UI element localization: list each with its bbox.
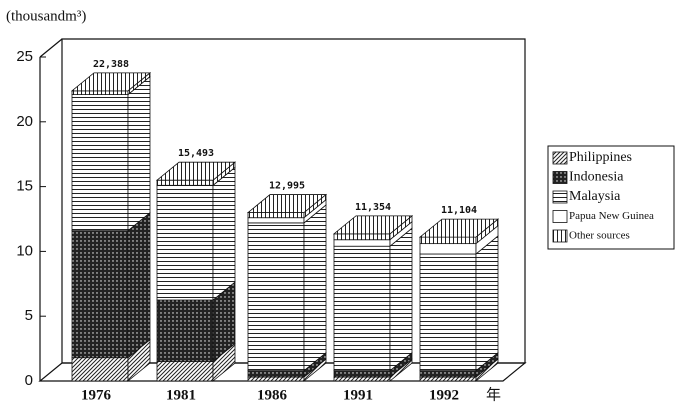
- bar-top: [332, 215, 414, 235]
- bar-segment: [156, 342, 236, 382]
- bar-segment: [333, 227, 413, 372]
- x-tick-label: 1981: [166, 387, 196, 403]
- y-tick-label: 20: [16, 113, 33, 130]
- legend-swatch: [552, 151, 568, 165]
- bar-segment: [71, 75, 151, 232]
- bar-segment: [333, 358, 413, 382]
- x-unit: 年: [486, 386, 501, 403]
- bar-top: [70, 72, 152, 92]
- legend: [547, 145, 675, 250]
- x-tick-label: 1986: [257, 387, 288, 403]
- legend-label: Other sources: [569, 230, 630, 242]
- x-tick-label: 1992: [429, 387, 459, 403]
- bar-top: [418, 218, 500, 238]
- legend-label: Philippines: [569, 150, 632, 165]
- legend-label: Malaysia: [569, 189, 621, 204]
- bar-segment: [156, 281, 236, 363]
- x-tick-label: 1976: [81, 387, 112, 403]
- legend-swatch: [552, 171, 568, 184]
- legend-label: Indonesia: [569, 170, 624, 185]
- bar-segment: [71, 338, 151, 382]
- legend-swatch: [552, 210, 568, 223]
- y-axis-label: (thousandm³): [6, 8, 86, 24]
- total-label: 22,388: [93, 59, 129, 70]
- bar-top: [246, 194, 328, 213]
- x-tick-label: 1991: [343, 387, 373, 403]
- y-tick-label: 25: [16, 48, 33, 65]
- bar-segment: [419, 235, 499, 372]
- total-label: 12,995: [269, 181, 305, 192]
- bar-segment: [247, 204, 327, 372]
- total-label: 11,354: [355, 202, 391, 213]
- legend-label: Papua New Guinea: [569, 210, 654, 222]
- total-label: 11,104: [441, 205, 477, 216]
- bar-segment: [71, 211, 151, 359]
- y-tick-label: 10: [16, 242, 33, 259]
- y-tick-label: 0: [25, 372, 33, 389]
- y-tick-label: 5: [25, 307, 33, 324]
- bar-segment: [156, 166, 236, 301]
- legend-swatch: [552, 190, 568, 204]
- bar-top: [155, 161, 237, 181]
- total-label: 15,493: [178, 148, 214, 159]
- legend-swatch: [552, 229, 568, 243]
- y-tick-label: 15: [16, 178, 33, 195]
